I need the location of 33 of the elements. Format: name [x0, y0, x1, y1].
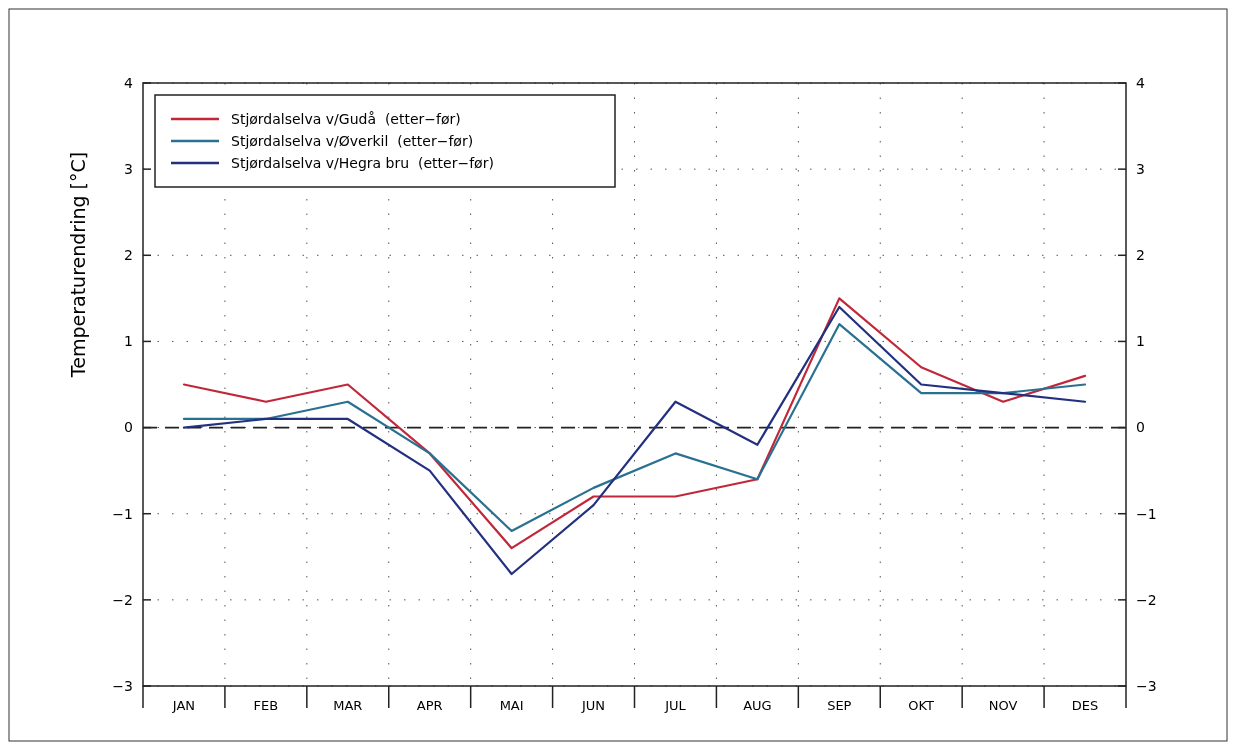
x-tick-label: NOV: [988, 698, 1018, 713]
y2-tick-label: 4: [1136, 74, 1145, 91]
x-tick-label: OKT: [908, 698, 935, 713]
x-tick-label: FEB: [253, 698, 279, 713]
y2-tick-label: −1: [1136, 505, 1157, 522]
x-tick-label: APR: [416, 698, 443, 713]
y-tick-label: 3: [124, 161, 133, 178]
y2-tick-label: 2: [1136, 247, 1145, 264]
legend-label: Stjørdalselva v/Øverkil (etter−før): [231, 132, 474, 149]
y2-tick-label: 1: [1136, 333, 1145, 350]
y-axis-title: Temperaturendring [°C]: [67, 151, 89, 379]
x-tick-label: DES: [1071, 698, 1099, 713]
y-tick-label: −3: [112, 677, 133, 694]
y-tick-label: −1: [112, 505, 133, 522]
x-tick-label: SEP: [827, 698, 852, 713]
x-tick-label: MAI: [499, 698, 524, 713]
x-tick-label: MAR: [333, 698, 363, 713]
legend-label: Stjørdalselva v/Gudå (etter−før): [231, 110, 461, 127]
y2-tick-label: −2: [1136, 591, 1157, 608]
x-tick-label: AUG: [743, 698, 772, 713]
y2-tick-label: −3: [1136, 677, 1157, 694]
x-tick-label: JUL: [664, 698, 687, 713]
y2-tick-label: 3: [1136, 161, 1145, 178]
legend-label: Stjørdalselva v/Hegra bru (etter−før): [231, 154, 494, 171]
x-tick-label: JUN: [581, 698, 606, 713]
y-tick-label: 0: [124, 419, 133, 436]
y2-tick-label: 0: [1136, 419, 1145, 436]
y-tick-label: 4: [124, 74, 134, 91]
y-tick-label: 2: [124, 247, 133, 264]
line-series: [182, 323, 1087, 533]
y-tick-label: −2: [112, 591, 133, 608]
x-tick-label: JAN: [171, 698, 196, 713]
y-tick-label: 1: [124, 333, 133, 350]
